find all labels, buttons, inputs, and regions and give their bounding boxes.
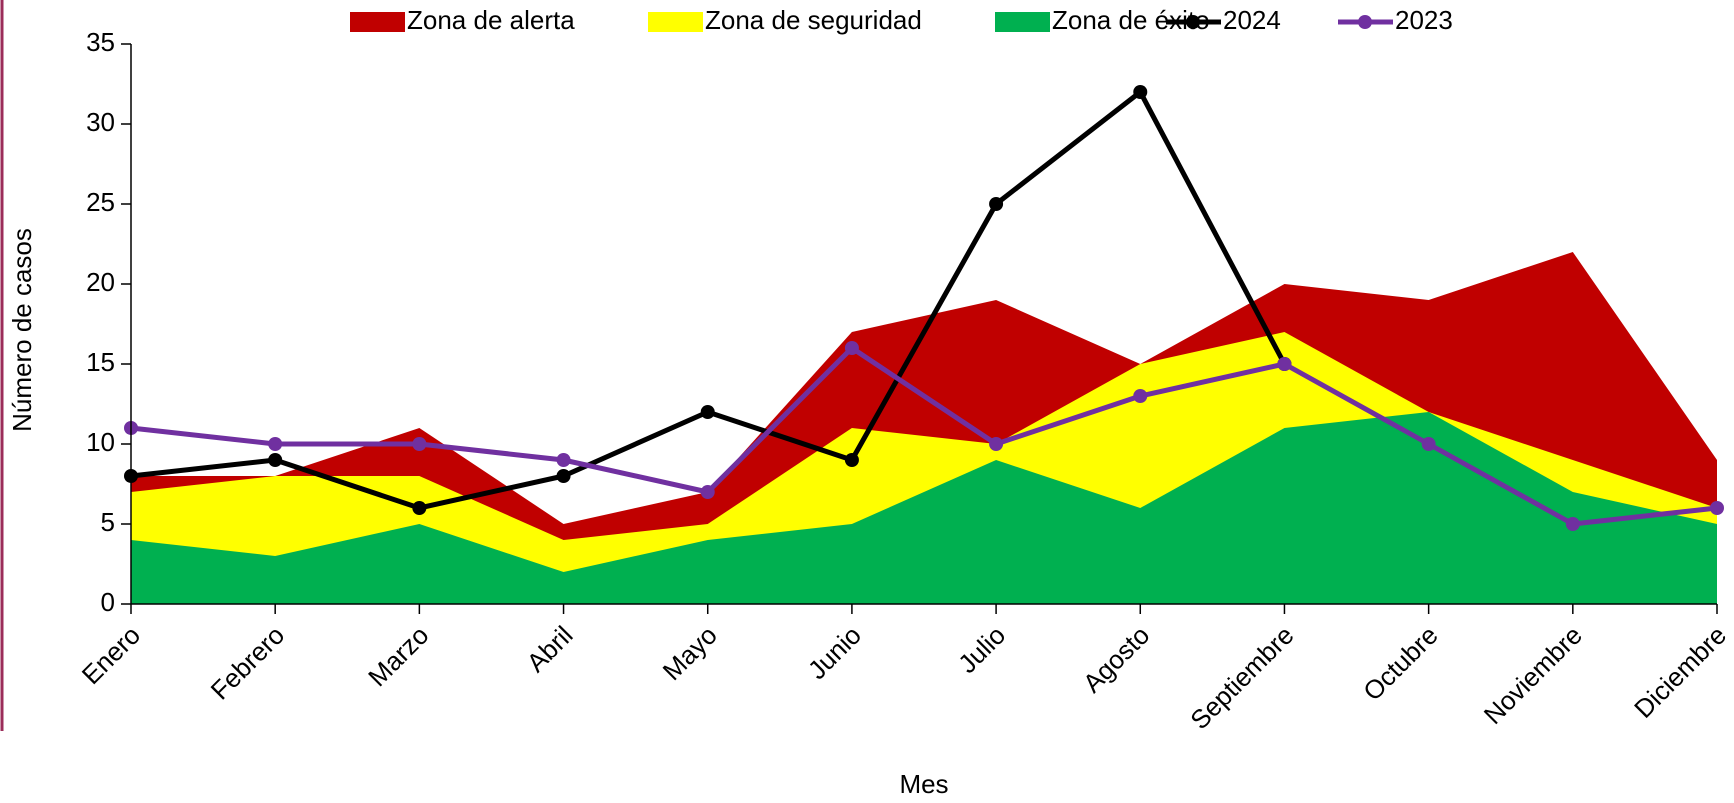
x-tick-label: Enero [76, 620, 146, 690]
point [556, 453, 571, 467]
y-tick-label: 35 [86, 27, 115, 57]
legend-label: Zona de seguridad [705, 5, 922, 35]
point [1565, 517, 1580, 531]
point [1710, 501, 1724, 515]
y-tick-label: 5 [101, 507, 115, 537]
point [412, 437, 427, 451]
point [412, 501, 427, 515]
x-tick-label: Diciembre [1628, 620, 1732, 724]
y-tick-label: 30 [86, 107, 115, 137]
point [989, 437, 1004, 451]
lines [124, 85, 1724, 531]
x-tick-label: Septiembre [1184, 620, 1299, 735]
y-tick-label: 10 [86, 427, 115, 457]
point [1277, 357, 1292, 371]
areas [131, 252, 1717, 604]
legend-swatch [995, 12, 1050, 32]
x-tick-label: Agosto [1077, 620, 1155, 698]
y-tick-label: 0 [101, 587, 115, 617]
point [268, 437, 283, 451]
legend-label: 2023 [1395, 5, 1453, 35]
point [700, 405, 715, 419]
point [844, 453, 859, 467]
x-tick-label: Abril [521, 620, 579, 678]
y-tick-label: 20 [86, 267, 115, 297]
point [1133, 85, 1148, 99]
point [700, 485, 715, 499]
legend-label: Zona de alerta [407, 5, 575, 35]
legend-swatch [1186, 15, 1200, 29]
legend-swatch [1358, 15, 1372, 29]
legend-swatch [350, 12, 405, 32]
point [268, 453, 283, 467]
legend: Zona de alerta Zona de seguridad Zona de é… [350, 5, 1453, 35]
legend-label: 2024 [1223, 5, 1281, 35]
x-tick-label: Octubre [1357, 620, 1444, 707]
y-axis-title: Número de casos [7, 228, 37, 432]
point [556, 469, 571, 483]
line [130, 345, 1718, 527]
x-tick-label: Junio [802, 620, 867, 685]
x-tick-label: Mayo [657, 620, 723, 686]
x-tick-label: Noviembre [1478, 620, 1588, 730]
point [844, 341, 859, 355]
area [131, 412, 1717, 604]
x-tick-label: Febrero [205, 620, 291, 706]
point [989, 197, 1004, 211]
x-axis-title: Mes [899, 769, 948, 799]
x-tick-label: Julio [952, 620, 1011, 679]
point [1133, 389, 1148, 403]
y-tick-label: 15 [86, 347, 115, 377]
x-tick-label: Marzo [362, 620, 434, 692]
y-tick-label: 25 [86, 187, 115, 217]
point [1421, 437, 1436, 451]
legend-swatch [648, 12, 703, 32]
